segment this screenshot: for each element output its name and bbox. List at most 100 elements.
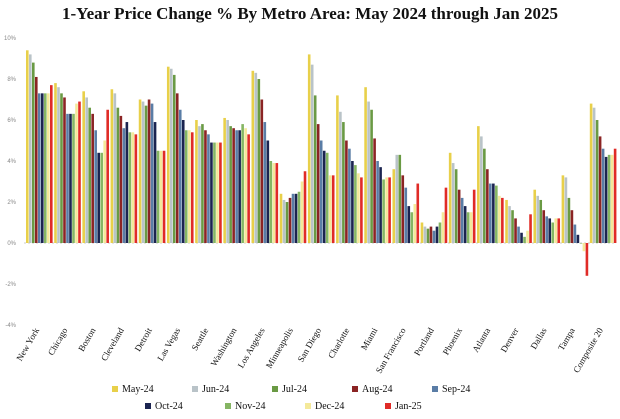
- bar-sep-24: [263, 122, 267, 243]
- legend-label: Jul-24: [282, 384, 307, 395]
- bar-may-24: [533, 189, 537, 243]
- bar-aug-24: [486, 169, 489, 243]
- bar-jul-24: [144, 105, 148, 244]
- bar-jan-25: [247, 134, 250, 243]
- bar-oct-24: [125, 122, 129, 243]
- bar-oct-24: [266, 140, 270, 243]
- x-tick-label: Charlotte: [326, 326, 351, 360]
- bar-dec-24: [498, 195, 501, 243]
- bar-sep-24: [545, 216, 549, 243]
- bar-oct-24: [576, 234, 580, 243]
- bar-jul-24: [370, 109, 373, 243]
- bar-aug-24: [316, 124, 320, 243]
- bar-jul-24: [454, 169, 458, 243]
- bar-nov-24: [382, 179, 385, 243]
- bar-jun-24: [395, 154, 399, 243]
- x-tick-label: San Francisco: [374, 326, 408, 375]
- bar-jul-24: [172, 74, 176, 244]
- bar-jan-25: [472, 189, 476, 243]
- bar-nov-24: [523, 236, 526, 243]
- bar-jun-24: [310, 64, 314, 244]
- bar-nov-24: [551, 222, 555, 243]
- bar-sep-24: [348, 148, 351, 243]
- bar-oct-24: [69, 113, 72, 243]
- bar-aug-24: [175, 93, 179, 243]
- bar-may-24: [26, 50, 29, 243]
- bar-nov-24: [495, 185, 498, 243]
- bar-nov-24: [269, 161, 273, 243]
- bar-oct-24: [210, 142, 213, 243]
- bar-jan-25: [501, 197, 504, 243]
- bar-jan-25: [219, 142, 222, 243]
- legend-swatch: [225, 403, 231, 409]
- legend-swatch: [145, 403, 151, 409]
- y-tick-label: 10%: [4, 36, 17, 42]
- bar-may-24: [251, 70, 255, 243]
- legend-swatch: [352, 386, 358, 392]
- bar-jan-25: [50, 85, 53, 244]
- x-tick-label: Composite 20: [571, 326, 605, 375]
- bar-oct-24: [238, 130, 241, 243]
- bar-jun-24: [282, 199, 286, 243]
- bar-jun-24: [29, 54, 32, 244]
- bar-jun-24: [198, 126, 201, 243]
- bar-may-24: [477, 126, 480, 243]
- bar-oct-24: [435, 226, 439, 243]
- bar-sep-24: [150, 103, 154, 243]
- bar-aug-24: [457, 189, 461, 243]
- bar-dec-24: [75, 103, 78, 243]
- bar-may-24: [223, 117, 226, 243]
- y-tick-label: 4%: [7, 159, 16, 165]
- bar-jun-24: [451, 163, 455, 243]
- bar-dec-24: [328, 175, 332, 243]
- bar-dec-24: [272, 163, 276, 243]
- bar-dec-24: [441, 212, 445, 243]
- y-tick-label: 2%: [7, 200, 16, 206]
- legend-swatch: [385, 403, 391, 409]
- bar-jan-25: [585, 243, 589, 276]
- bar-may-24: [110, 89, 114, 243]
- bar-jan-25: [613, 148, 617, 243]
- bar-dec-24: [187, 130, 191, 243]
- x-tick-label: Las Vegas: [155, 326, 182, 363]
- x-tick-label: Minneapolis: [264, 326, 295, 370]
- bar-jul-24: [257, 79, 261, 243]
- bar-oct-24: [604, 156, 608, 243]
- bar-sep-24: [122, 128, 126, 243]
- bar-aug-24: [345, 140, 348, 243]
- x-tick-label: Cleveland: [99, 326, 126, 363]
- x-tick-label: Seattle: [189, 326, 210, 352]
- bar-dec-24: [526, 230, 529, 243]
- bar-may-24: [138, 99, 142, 243]
- legend-label: Jun-24: [202, 384, 229, 395]
- bar-aug-24: [542, 210, 546, 243]
- bar-may-24: [82, 91, 85, 243]
- bar-sep-24: [319, 140, 323, 243]
- bar-dec-24: [159, 150, 163, 243]
- bar-jul-24: [88, 107, 91, 243]
- bar-nov-24: [466, 212, 470, 243]
- bar-sep-24: [517, 226, 520, 243]
- bar-jul-24: [60, 93, 63, 243]
- legend-swatch: [112, 386, 118, 392]
- chart-title: 1-Year Price Change % By Metro Area: May…: [62, 4, 558, 23]
- x-tick-label: Detroit: [133, 326, 155, 354]
- bar-aug-24: [570, 210, 574, 243]
- bar-dec-24: [47, 93, 50, 243]
- bar-jun-24: [423, 226, 427, 243]
- bar-oct-24: [153, 122, 157, 243]
- bar-jan-25: [78, 101, 81, 243]
- x-tick-label: Miami: [359, 326, 380, 352]
- bar-may-24: [392, 169, 396, 243]
- bar-nov-24: [438, 222, 442, 243]
- bar-jul-24: [285, 202, 289, 243]
- bar-jan-25: [360, 177, 363, 243]
- legend-label: Dec-24: [315, 401, 344, 412]
- bar-dec-24: [216, 142, 219, 243]
- bar-nov-24: [325, 152, 329, 243]
- x-tick-label: Atlanta: [470, 326, 492, 354]
- bar-oct-24: [181, 120, 185, 243]
- bar-jul-24: [398, 154, 402, 243]
- bar-nov-24: [410, 212, 414, 243]
- bar-nov-24: [100, 152, 103, 243]
